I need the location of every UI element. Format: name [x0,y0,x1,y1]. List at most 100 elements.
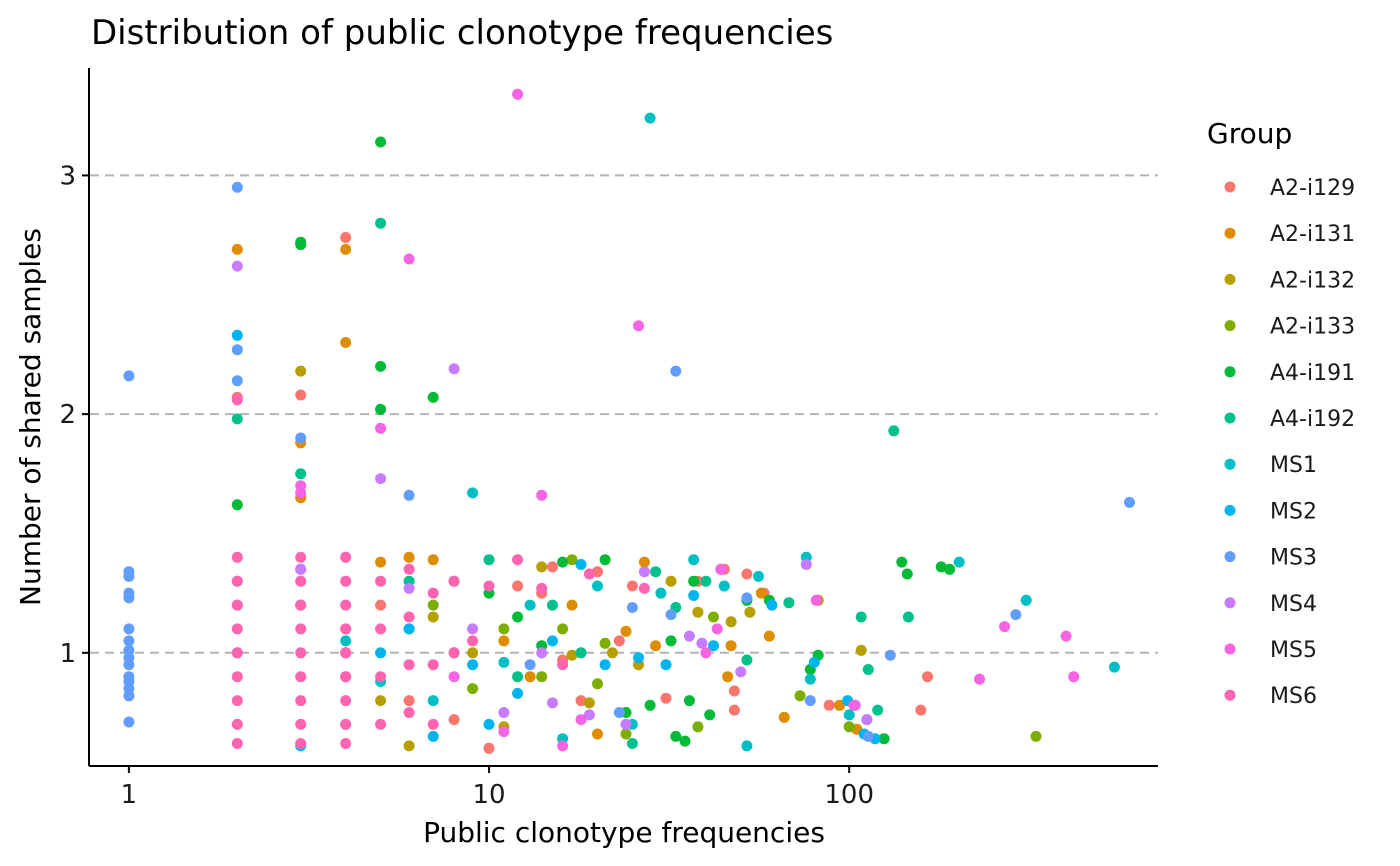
data-point [524,659,536,671]
legend-swatch [1224,273,1236,285]
legend-item: A4-i192 [1224,407,1355,432]
data-point [467,623,479,635]
data-point [613,707,625,718]
data-point [843,709,855,721]
data-point [340,635,352,647]
data-point [683,630,695,642]
data-point [620,718,632,730]
data-point [744,606,756,618]
legend-label: A2-i131 [1270,222,1355,247]
data-point [295,239,307,251]
data-point [800,559,812,570]
data-point [375,671,387,683]
legend-items: A2-i129 A2-i131 A2-i132 A2-i133 A4-i191 A4-i1… [1224,176,1355,709]
series-A4-i191 [231,136,956,747]
data-point [711,623,723,635]
data-point [375,599,387,611]
data-point [753,570,764,582]
data-point [696,637,708,649]
data-points [123,88,1135,754]
data-point [725,640,737,652]
x-tick-label: 100 [824,780,874,810]
data-point [448,363,460,375]
data-point [375,360,387,372]
data-point [728,704,740,716]
data-point [872,704,884,716]
series-MS4 [231,260,873,730]
data-point [340,718,352,730]
data-point [901,568,913,580]
data-point [375,473,387,485]
data-point [123,690,135,702]
data-point [498,726,510,738]
data-point [692,721,704,733]
data-point [633,652,644,664]
data-point [804,673,816,685]
data-point [448,671,460,683]
legend-swatch [1224,366,1236,378]
data-point [547,599,558,611]
axis-ticks: 1 2 3 1 10 100 [59,161,874,810]
data-point [665,609,677,621]
data-point [498,635,510,647]
data-point [688,590,700,601]
data-point [512,611,524,623]
data-point [794,690,806,702]
data-point [403,659,415,671]
data-point [467,487,479,499]
data-point [295,468,307,480]
legend-item: MS5 [1224,638,1317,663]
data-point [340,623,352,635]
legend-label: A2-i133 [1270,315,1355,340]
data-point [848,699,860,711]
data-point [340,232,352,243]
data-point [810,594,822,606]
legend-swatch [1224,458,1236,470]
data-point [123,370,135,382]
data-point [403,563,415,575]
y-tick-label: 3 [59,161,76,191]
data-point [295,563,307,575]
data-point [427,554,439,566]
data-point [375,136,387,148]
data-point [613,635,625,647]
series-MS3 [123,181,1135,742]
data-point [557,740,569,752]
data-point [467,635,479,647]
legend-swatch [1224,320,1236,332]
data-point [375,623,387,635]
data-point [403,253,415,265]
data-point [944,563,956,575]
legend-item: A2-i129 [1224,176,1355,201]
legend-label: MS3 [1270,546,1317,571]
data-point [1108,661,1120,673]
data-point [448,647,460,659]
data-point [896,556,908,568]
data-point [403,489,415,501]
legend-label: A2-i132 [1270,268,1355,293]
data-point [1124,496,1135,508]
legend-label: MS6 [1270,684,1317,709]
data-point [467,659,479,671]
series-A4-i192 [231,217,914,749]
data-point [427,611,439,623]
data-point [620,625,632,637]
data-point [861,714,873,726]
data-point [566,599,578,611]
data-point [231,738,243,749]
data-point [231,575,243,587]
series-A2-i129 [231,232,933,754]
legend-swatch [1224,551,1236,563]
data-point [644,699,656,711]
legend-swatch [1224,412,1236,424]
data-point [704,709,716,721]
data-point [766,599,778,611]
data-point [953,556,965,568]
data-point [741,568,753,580]
data-point [427,695,439,707]
data-point [231,695,243,707]
data-point [123,635,135,647]
data-point [123,570,135,582]
chart-title: Distribution of public clonotype frequen… [91,13,833,53]
data-point [935,561,947,573]
